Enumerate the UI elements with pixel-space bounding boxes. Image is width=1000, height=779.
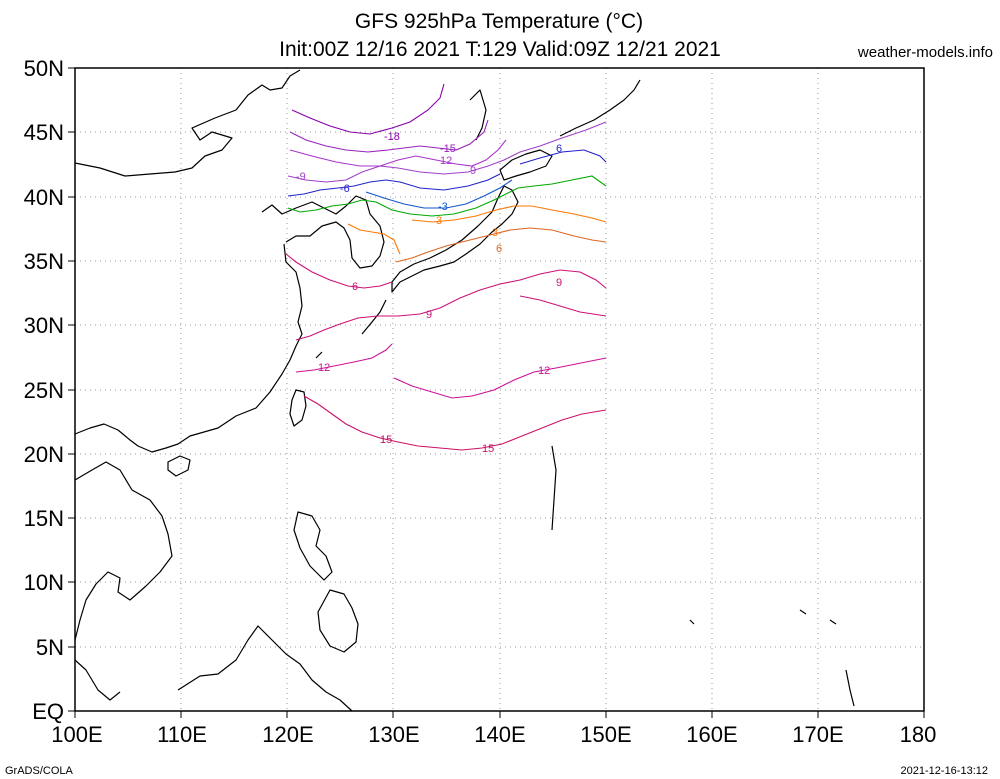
lat-label-5n: 5N <box>36 635 64 660</box>
coast-bohai-korea <box>261 195 385 269</box>
coast-sakhalin-kuril <box>469 79 641 141</box>
coast-visayas-mindanao <box>317 589 359 653</box>
lon-label-110e: 110E <box>157 722 207 747</box>
contour-label-plus6-east: 6 <box>496 243 502 255</box>
timestamp-label: 2021-12-16-13:12 <box>900 765 988 777</box>
contour-minus15 <box>289 119 489 153</box>
lat-label-35n: 35N <box>24 249 64 274</box>
credit-label: weather-models.info <box>857 44 993 61</box>
contour-label-minus18: -18 <box>384 131 400 143</box>
coast-north-china-russia <box>74 69 301 177</box>
contour-label-plus12-west: 12 <box>318 362 330 374</box>
lat-label-25n: 25N <box>24 378 64 403</box>
map-frame <box>74 67 925 712</box>
contours <box>285 83 607 451</box>
island-marianas <box>551 445 557 531</box>
lon-label-130e: 130E <box>368 722 419 747</box>
contour-label-plus9-east: 9 <box>556 277 562 289</box>
contour-labels: -18 -15 12 -9 9 -6 6 -3 3 3 6 6 9 9 12 1… <box>296 131 562 455</box>
contour-label-plus3-east: 3 <box>492 227 498 239</box>
lat-labels: 50N 45N 40N 35N 30N 25N 20N 15N 10N 5N E… <box>24 56 64 724</box>
lon-label-180: 180 <box>900 722 937 747</box>
lon-labels: 100E 110E 120E 130E 140E 150E 160E 170E … <box>51 722 936 747</box>
lat-label-10n: 10N <box>24 570 64 595</box>
software-label: GrADS/COLA <box>5 765 73 777</box>
contour-label-plus9-west: 9 <box>426 309 432 321</box>
contour-plus15 <box>303 395 607 451</box>
coast-taiwan <box>289 389 307 427</box>
contour-plus9 <box>295 269 607 341</box>
contour-plus6 <box>395 227 607 263</box>
contour-label-plus15-west: 15 <box>380 434 392 446</box>
island-pacific-dots <box>689 609 855 707</box>
lon-label-140e: 140E <box>474 722 525 747</box>
contour-plus12 <box>295 343 607 399</box>
lat-label-20n: 20N <box>24 442 64 467</box>
coast-borneo <box>177 625 353 712</box>
contour-minus12 <box>289 139 507 167</box>
lat-label-eq: EQ <box>32 699 64 724</box>
coast-china-east <box>74 243 303 453</box>
contour-label-minus9-east: 9 <box>470 165 476 177</box>
contour-label-plus15-east: 15 <box>482 443 494 455</box>
tick-marks <box>68 67 925 718</box>
lat-label-40n: 40N <box>24 185 64 210</box>
lon-label-150e: 150E <box>580 722 631 747</box>
coast-japan-kyushu-honshu <box>391 185 519 293</box>
lat-label-50n: 50N <box>24 56 64 81</box>
lon-label-170e: 170E <box>792 722 843 747</box>
contour-label-minus12: 12 <box>440 155 452 167</box>
coast-japan-hokkaido <box>499 149 553 181</box>
lat-label-30n: 30N <box>24 313 64 338</box>
lon-label-120e: 120E <box>262 722 313 747</box>
coast-ryukyu <box>315 299 387 359</box>
map-title: GFS 925hPa Temperature (°C) <box>354 10 644 33</box>
coastlines <box>74 69 855 712</box>
contour-label-minus3: -3 <box>438 201 448 213</box>
contour-minus18 <box>291 83 445 135</box>
contour-label-minus15: -15 <box>440 143 456 155</box>
contour-minus3 <box>365 179 513 209</box>
contour-plus3 <box>347 205 607 255</box>
coast-luzon <box>293 511 333 581</box>
lon-label-100e: 100E <box>51 722 102 747</box>
grid <box>75 68 924 711</box>
contour-minus9 <box>287 121 607 183</box>
lat-label-15n: 15N <box>24 506 64 531</box>
map-subtitle: Init:00Z 12/16 2021 T:129 Valid:09Z 12/2… <box>279 38 721 61</box>
coast-hainan <box>167 455 191 477</box>
contour-label-minus9-west: -9 <box>296 171 306 183</box>
coast-malay <box>74 659 121 701</box>
lon-label-160e: 160E <box>686 722 737 747</box>
contour-label-minus6-east: 6 <box>556 143 562 155</box>
contour-0 <box>287 175 607 217</box>
contour-plus6-west <box>285 253 393 289</box>
coast-indochina <box>74 461 173 641</box>
contour-label-minus6-west: -6 <box>340 183 350 195</box>
contour-label-plus6-west: 6 <box>352 281 358 293</box>
contour-minus6 <box>287 149 607 197</box>
contour-label-plus12-east: 12 <box>538 365 550 377</box>
contour-label-plus3-west: 3 <box>436 215 442 227</box>
lat-label-45n: 45N <box>24 120 64 145</box>
